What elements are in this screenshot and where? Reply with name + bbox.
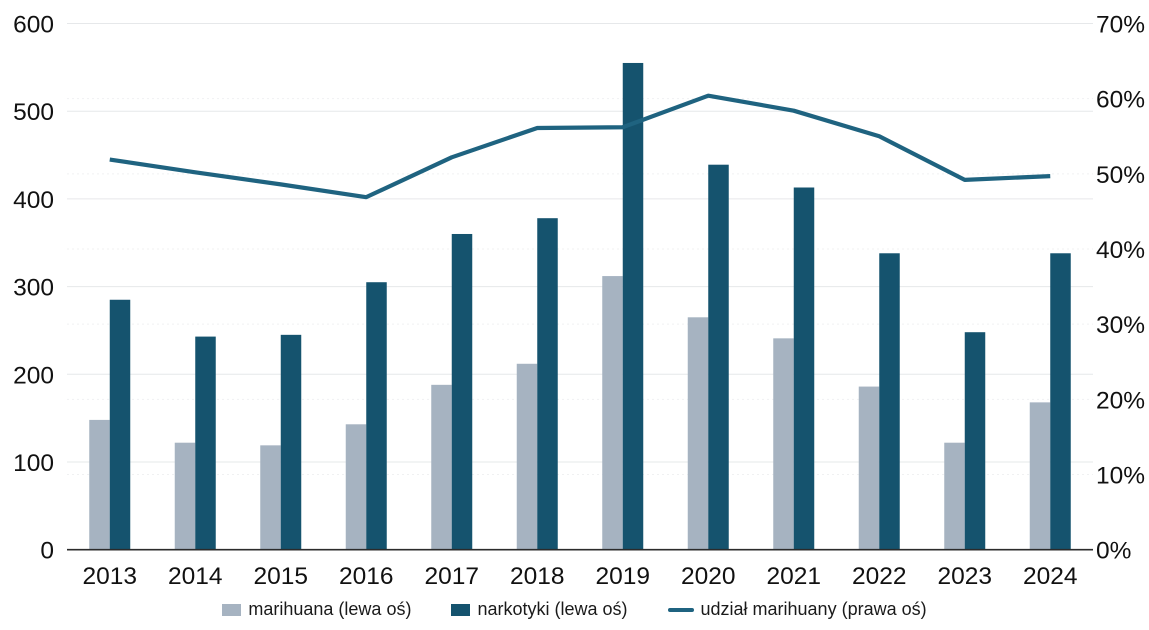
legend-item-udzial-marihuany: udział marihuany (prawa oś) [667,599,927,620]
left-tick-label: 300 [13,275,54,302]
right-tick-label: 50% [1096,162,1145,189]
legend-swatch-marihuana [222,603,242,616]
year-label-2020: 2020 [681,563,736,590]
left-tick-label: 400 [13,187,54,214]
year-label-2017: 2017 [424,563,479,590]
chart-legend: marihuana (lewa oś) narkotyki (lewa oś) … [0,599,1149,620]
bars-series-0 [89,276,1051,550]
share-line [109,93,1051,200]
bar-1-2017 [451,233,473,550]
bar-0-2016 [345,424,367,550]
left-tick-label: 100 [13,450,54,477]
legend-label-udzial-marihuany: udział marihuany (prawa oś) [700,599,927,619]
bar-0-2023 [944,442,965,550]
bars-series-1 [109,62,1071,550]
bar-1-2019 [622,62,644,550]
right-tick-label: 20% [1096,387,1145,414]
bar-0-2019 [602,276,623,550]
bar-1-2015 [280,334,302,550]
left-tick-label: 0 [40,538,54,565]
bar-0-2018 [516,363,538,550]
bar-0-2013 [89,419,110,550]
right-tick-label: 0% [1096,538,1131,565]
bar-1-2014 [195,336,216,550]
bar-1-2021 [793,187,815,550]
right-axis-labels: 0% 10% 20% 30% 40% 50% 60% 70% [1096,12,1145,565]
year-label-2014: 2014 [168,563,223,590]
x-axis-labels: 2013 2014 2015 2016 2017 2018 2019 2020 2021 2022… [82,563,1077,590]
year-label-2013: 2013 [82,563,137,590]
left-axis-labels: 0 100 200 300 400 500 600 [13,12,54,565]
bar-0-2015 [260,445,281,550]
right-tick-label: 30% [1096,312,1145,339]
gridlines [67,23,1093,476]
legend-swatch-line [667,607,694,612]
legend-label-marihuana: marihuana (lewa oś) [248,599,412,619]
left-tick-label: 600 [13,12,54,39]
legend-item-marihuana: marihuana (lewa oś) [222,599,411,620]
bar-1-2020 [708,164,729,550]
year-label-2024: 2024 [1023,563,1078,590]
year-label-2021: 2021 [766,563,821,590]
bar-0-2020 [687,317,709,550]
legend-item-narkotyki: narkotyki (lewa oś) [451,599,628,620]
legend-label-narkotyki: narkotyki (lewa oś) [477,599,628,619]
bar-1-2024 [1050,253,1071,550]
right-tick-label: 70% [1096,12,1145,39]
bar-1-2018 [537,218,558,550]
bar-1-2016 [366,282,387,550]
bar-1-2022 [879,253,900,550]
bar-0-2022 [858,386,880,550]
year-label-2019: 2019 [595,563,650,590]
right-tick-label: 40% [1096,237,1145,264]
year-label-2022: 2022 [852,563,907,590]
bar-1-2023 [964,332,986,550]
left-tick-label: 200 [13,362,54,389]
right-tick-label: 60% [1096,87,1145,114]
left-tick-label: 500 [13,99,54,126]
year-label-2015: 2015 [253,563,308,590]
bar-0-2024 [1029,402,1051,550]
year-label-2018: 2018 [510,563,565,590]
year-label-2016: 2016 [339,563,394,590]
year-label-2023: 2023 [937,563,992,590]
bar-0-2017 [431,384,452,550]
right-tick-label: 10% [1096,463,1145,490]
combo-chart-canvas: 0 100 200 300 400 500 600 0% 10% 20% 30% 40% 50% 60% 7… [13,12,1145,591]
legend-swatch-narkotyki [451,603,471,616]
bar-1-2013 [109,299,131,550]
bar-0-2014 [174,442,196,550]
bar-0-2021 [773,338,794,550]
